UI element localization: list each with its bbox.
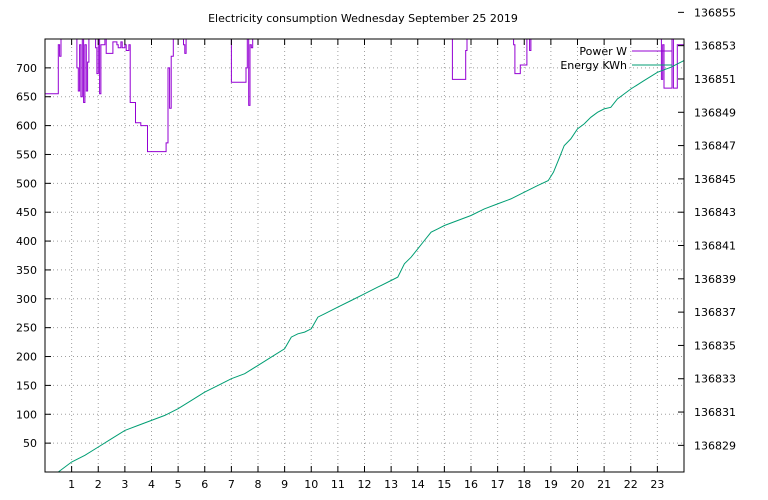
x-tick-label: 18 <box>517 478 531 491</box>
y2-tick-label: 136829 <box>694 439 736 452</box>
y2-tick-label: 136843 <box>694 206 736 219</box>
x-tick-label: 7 <box>228 478 235 491</box>
legend-label-power: Power W <box>579 45 627 58</box>
y-tick-label: 450 <box>16 206 37 219</box>
y2-tick-label: 136831 <box>694 406 736 419</box>
x-tick-label: 5 <box>175 478 182 491</box>
y2-tick-label: 136833 <box>694 373 736 386</box>
axis-ticks: 1 2 3 4 5 6 7 8 9 10 11 12 13 14 15 16 17 18 19 20 21 22 23501… <box>16 6 736 491</box>
y2-tick-label: 136845 <box>694 173 736 186</box>
y-tick-label: 250 <box>16 322 37 335</box>
chart-title: Electricity consumption Wednesday Septem… <box>208 12 518 25</box>
y2-tick-label: 136837 <box>694 306 736 319</box>
y-tick-label: 400 <box>16 235 37 248</box>
x-tick-label: 10 <box>304 478 318 491</box>
y-tick-label: 50 <box>23 437 37 450</box>
y-tick-label: 100 <box>16 408 37 421</box>
y-tick-label: 150 <box>16 379 37 392</box>
x-tick-label: 2 <box>95 478 102 491</box>
x-tick-label: 11 <box>331 478 345 491</box>
y2-tick-label: 136847 <box>694 140 736 153</box>
y-tick-label: 350 <box>16 264 37 277</box>
y2-tick-label: 136849 <box>694 106 736 119</box>
x-tick-label: 8 <box>255 478 262 491</box>
x-tick-label: 22 <box>624 478 638 491</box>
x-tick-label: 14 <box>411 478 425 491</box>
y-tick-label: 550 <box>16 148 37 161</box>
y-tick-label: 600 <box>16 120 37 133</box>
grid-lines <box>45 39 684 472</box>
y-tick-label: 500 <box>16 177 37 190</box>
y2-tick-label: 136835 <box>694 339 736 352</box>
x-tick-label: 23 <box>650 478 664 491</box>
y2-tick-label: 136853 <box>694 40 736 53</box>
x-tick-label: 9 <box>281 478 288 491</box>
y-tick-label: 700 <box>16 62 37 75</box>
x-tick-label: 21 <box>597 478 611 491</box>
x-tick-label: 1 <box>68 478 75 491</box>
x-tick-label: 15 <box>437 478 451 491</box>
y2-tick-label: 136841 <box>694 240 736 253</box>
y-tick-label: 300 <box>16 293 37 306</box>
x-tick-label: 17 <box>491 478 505 491</box>
y2-tick-label: 136855 <box>694 6 736 19</box>
legend-label-energy: Energy KWh <box>560 59 627 72</box>
x-tick-label: 12 <box>358 478 372 491</box>
x-tick-label: 20 <box>571 478 585 491</box>
x-tick-label: 6 <box>201 478 208 491</box>
y-tick-label: 650 <box>16 91 37 104</box>
y-tick-label: 200 <box>16 351 37 364</box>
x-tick-label: 19 <box>544 478 558 491</box>
x-tick-label: 4 <box>148 478 155 491</box>
series-line-power-w <box>45 38 684 153</box>
series-line-energy-kwh <box>57 60 685 473</box>
legend: Power W Energy KWh <box>560 45 672 72</box>
x-tick-label: 13 <box>384 478 398 491</box>
y2-tick-label: 136851 <box>694 73 736 86</box>
x-tick-label: 16 <box>464 478 478 491</box>
series-layer <box>45 38 685 473</box>
y2-tick-label: 136839 <box>694 273 736 286</box>
x-tick-label: 3 <box>121 478 128 491</box>
